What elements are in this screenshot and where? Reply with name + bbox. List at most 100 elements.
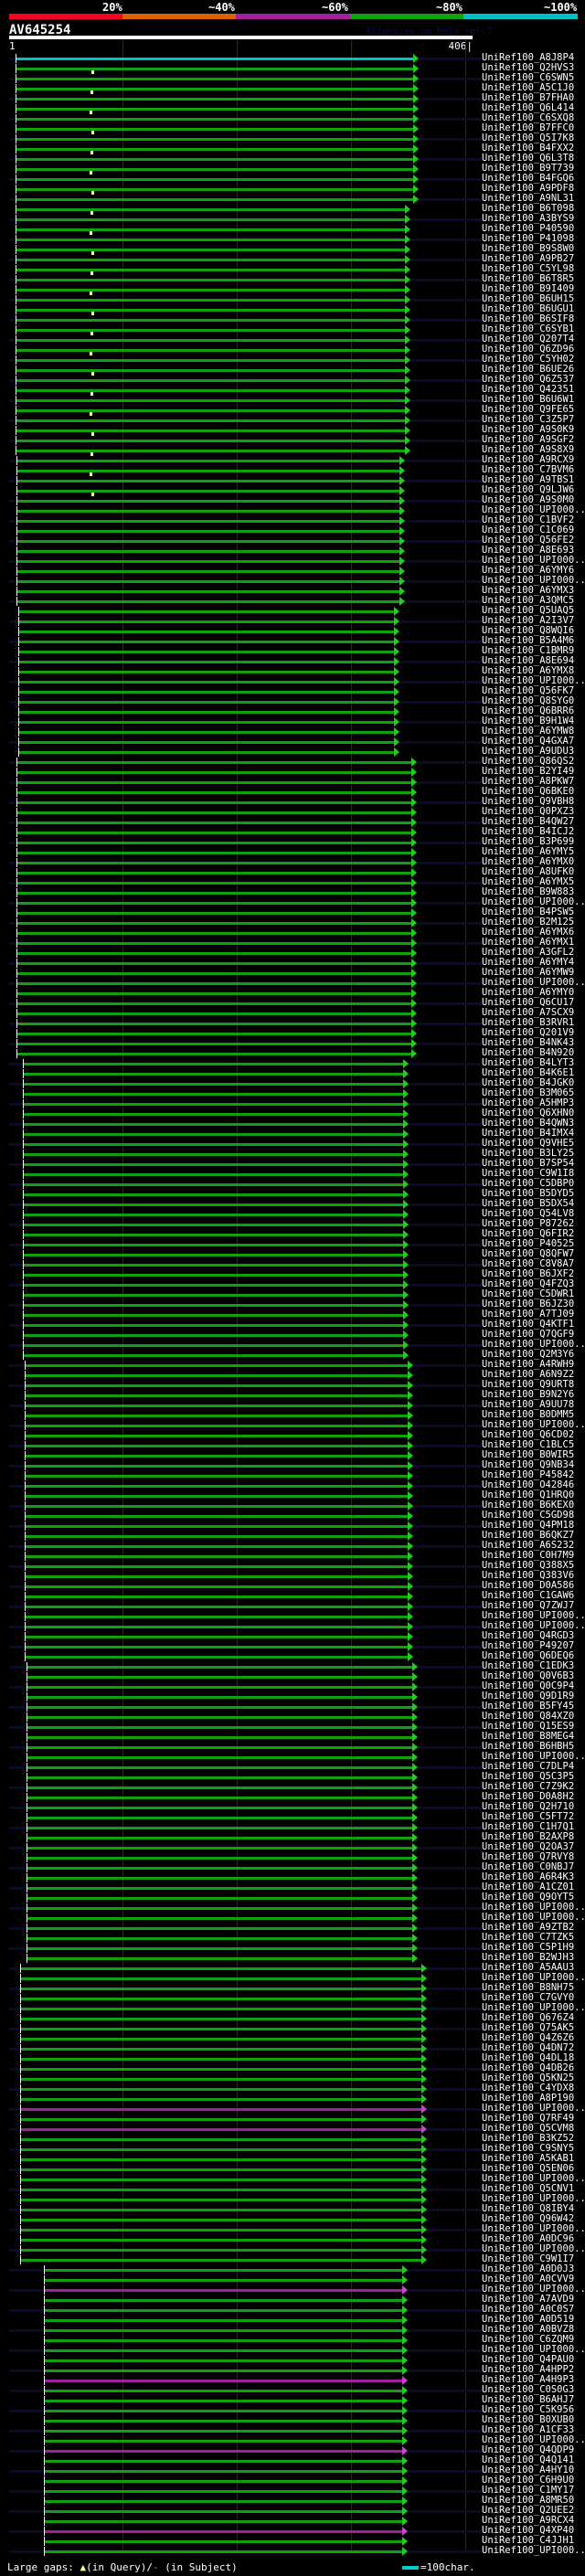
alignment-bar[interactable] <box>24 1455 408 1458</box>
alignment-row[interactable]: UniRef100_B7SP54 <box>0 1158 585 1170</box>
subject-label[interactable]: UniRef100_Q2HVS3 <box>482 62 575 73</box>
alignment-bar[interactable] <box>16 269 406 271</box>
subject-label[interactable]: UniRef100_A0C0S7 <box>482 2304 575 2315</box>
alignment-row[interactable]: UniRef100_B4K6E1 <box>0 1067 585 1079</box>
subject-label[interactable]: UniRef100_Q1HRQ0 <box>482 1489 575 1500</box>
subject-label[interactable]: UniRef100_Q4DB26 <box>482 2062 575 2073</box>
alignment-bar[interactable] <box>44 2279 403 2282</box>
subject-label[interactable]: UniRef100_UPI000.. <box>482 2545 585 2556</box>
subject-label[interactable]: UniRef100_A5AAU3 <box>482 1962 575 1973</box>
alignment-row[interactable]: UniRef100_C7GVY0 <box>0 1992 585 2004</box>
subject-label[interactable]: UniRef100_A5KAB1 <box>482 2153 575 2164</box>
subject-label[interactable]: UniRef100_B4JGK0 <box>482 1077 575 1088</box>
subject-label[interactable]: UniRef100_Q4KTF1 <box>482 1319 575 1330</box>
alignment-bar[interactable] <box>22 1254 404 1256</box>
subject-label[interactable]: UniRef100_C5YL98 <box>482 263 575 274</box>
subject-label[interactable]: UniRef100_B9W883 <box>482 886 575 897</box>
alignment-bar[interactable] <box>16 842 411 844</box>
subject-label[interactable]: UniRef100_C9SNY5 <box>482 2143 575 2154</box>
alignment-bar[interactable] <box>16 1043 411 1045</box>
alignment-bar[interactable] <box>20 2128 421 2131</box>
alignment-row[interactable]: UniRef100_B4PSW5 <box>0 906 585 918</box>
alignment-bar[interactable] <box>44 2339 403 2342</box>
alignment-row[interactable]: UniRef100_UPI000.. <box>0 675 585 687</box>
alignment-bar[interactable] <box>20 1967 421 1970</box>
alignment-row[interactable]: UniRef100_Q4RGD3 <box>0 1630 585 1642</box>
alignment-row[interactable]: UniRef100_C5DBP0 <box>0 1178 585 1190</box>
alignment-row[interactable]: UniRef100_A6YMW8 <box>0 726 585 737</box>
alignment-bar[interactable] <box>24 1555 408 1558</box>
alignment-bar[interactable] <box>16 902 411 905</box>
alignment-row[interactable]: UniRef100_C4YDX8 <box>0 2083 585 2094</box>
subject-label[interactable]: UniRef100_B9I409 <box>482 283 575 294</box>
alignment-row[interactable]: UniRef100_Q6ZD96 <box>0 344 585 355</box>
alignment-bar[interactable] <box>22 1183 404 1186</box>
alignment-row[interactable]: UniRef100_B5DYD5 <box>0 1188 585 1200</box>
subject-label[interactable]: UniRef100_C5P1H9 <box>482 1942 575 1953</box>
alignment-bar[interactable] <box>16 992 411 995</box>
alignment-bar[interactable] <box>24 1505 408 1508</box>
subject-label[interactable]: UniRef100_B2WJH3 <box>482 1952 575 1963</box>
alignment-row[interactable]: UniRef100_A6YMX6 <box>0 927 585 938</box>
alignment-row[interactable]: UniRef100_UPI000.. <box>0 1339 585 1351</box>
alignment-row[interactable]: UniRef100_A3BYS9 <box>0 213 585 225</box>
alignment-row[interactable]: UniRef100_Q7QGF9 <box>0 1329 585 1341</box>
alignment-bar[interactable] <box>26 1887 412 1890</box>
alignment-row[interactable]: UniRef100_Q6CU17 <box>0 997 585 1009</box>
alignment-bar[interactable] <box>44 2550 403 2553</box>
alignment-bar[interactable] <box>16 801 411 804</box>
alignment-bar[interactable] <box>20 1988 421 1990</box>
alignment-row[interactable]: UniRef100_UPI000.. <box>0 2193 585 2205</box>
alignment-row[interactable]: UniRef100_Q7RVY8 <box>0 1851 585 1863</box>
alignment-row[interactable]: UniRef100_A9S0M0 <box>0 494 585 506</box>
alignment-row[interactable]: UniRef100_C1EDK3 <box>0 1660 585 1672</box>
subject-label[interactable]: UniRef100_A9UDU3 <box>482 746 575 757</box>
alignment-row[interactable]: UniRef100_Q2H710 <box>0 1801 585 1813</box>
subject-label[interactable]: UniRef100_UPI000.. <box>482 1912 585 1923</box>
alignment-row[interactable]: UniRef100_C6SYB1 <box>0 323 585 335</box>
alignment-row[interactable]: UniRef100_B3P699 <box>0 836 585 848</box>
alignment-bar[interactable] <box>16 892 411 895</box>
alignment-row[interactable]: UniRef100_UPI000.. <box>0 2002 585 2014</box>
subject-label[interactable]: UniRef100_B5FY45 <box>482 1701 575 1712</box>
alignment-row[interactable]: UniRef100_C4JJH1 <box>0 2535 585 2547</box>
alignment-bar[interactable] <box>16 440 406 442</box>
alignment-row[interactable]: UniRef100_A7TJ09 <box>0 1309 585 1320</box>
alignment-row[interactable]: UniRef100_A9TBS1 <box>0 474 585 486</box>
alignment-bar[interactable] <box>16 239 406 241</box>
alignment-row[interactable]: UniRef100_A9UDU3 <box>0 746 585 758</box>
alignment-bar[interactable] <box>26 1897 412 1900</box>
alignment-row[interactable]: UniRef100_Q4DB26 <box>0 2062 585 2074</box>
subject-label[interactable]: UniRef100_Q4DN72 <box>482 2042 575 2053</box>
alignment-row[interactable]: UniRef100_Q42351 <box>0 384 585 396</box>
alignment-bar[interactable] <box>20 2219 421 2221</box>
alignment-row[interactable]: UniRef100_C1H7Q1 <box>0 1821 585 1833</box>
subject-label[interactable]: UniRef100_Q54LV8 <box>482 1208 575 1219</box>
alignment-bar[interactable] <box>22 1314 404 1317</box>
alignment-row[interactable]: UniRef100_A0CVV9 <box>0 2274 585 2285</box>
alignment-row[interactable]: UniRef100_P45842 <box>0 1469 585 1481</box>
alignment-bar[interactable] <box>22 1354 404 1357</box>
alignment-row[interactable]: UniRef100_UPI000.. <box>0 896 585 908</box>
alignment-bar[interactable] <box>44 2510 403 2513</box>
alignment-bar[interactable] <box>16 580 399 583</box>
alignment-bar[interactable] <box>26 1917 412 1920</box>
subject-label[interactable]: UniRef100_C5DBP0 <box>482 1178 575 1189</box>
alignment-bar[interactable] <box>44 2470 403 2473</box>
alignment-row[interactable]: UniRef100_A5C1J0 <box>0 82 585 94</box>
alignment-row[interactable]: UniRef100_Q56FK7 <box>0 685 585 697</box>
alignment-row[interactable]: UniRef100_C1MY17 <box>0 2485 585 2496</box>
alignment-bar[interactable] <box>20 2058 421 2061</box>
alignment-bar[interactable] <box>16 188 413 191</box>
alignment-bar[interactable] <box>16 480 399 482</box>
subject-label[interactable]: UniRef100_A4H9P3 <box>482 2374 575 2385</box>
alignment-row[interactable]: UniRef100_A6YMY5 <box>0 846 585 858</box>
alignment-row[interactable]: UniRef100_C5FT72 <box>0 1811 585 1823</box>
alignment-bar[interactable] <box>16 419 406 422</box>
alignment-row[interactable]: UniRef100_B4N920 <box>0 1047 585 1059</box>
subject-label[interactable]: UniRef100_UPI000.. <box>482 555 585 566</box>
alignment-bar[interactable] <box>16 198 413 201</box>
alignment-row[interactable]: UniRef100_Q6DEQ6 <box>0 1650 585 1662</box>
alignment-bar[interactable] <box>22 1244 404 1246</box>
alignment-row[interactable]: UniRef100_UPI000.. <box>0 2545 585 2557</box>
